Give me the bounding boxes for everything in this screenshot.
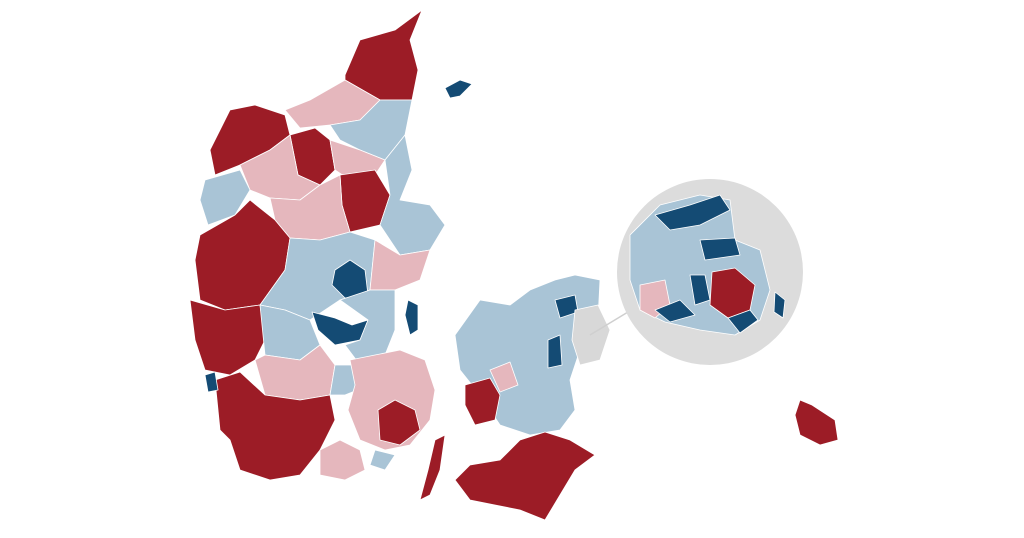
region <box>464 377 501 426</box>
region <box>654 194 731 231</box>
region <box>489 361 519 393</box>
region <box>189 299 266 376</box>
region <box>404 299 419 336</box>
region <box>379 134 446 256</box>
region <box>689 274 711 306</box>
region <box>547 334 563 369</box>
region <box>773 291 786 319</box>
region <box>204 371 219 393</box>
region <box>654 299 696 323</box>
region <box>419 434 446 501</box>
region <box>794 399 839 446</box>
region <box>369 449 396 471</box>
region <box>319 439 366 481</box>
region <box>377 399 421 446</box>
region <box>444 79 473 99</box>
region <box>454 431 596 521</box>
connector <box>589 311 629 336</box>
region <box>699 237 741 261</box>
region <box>727 309 759 334</box>
